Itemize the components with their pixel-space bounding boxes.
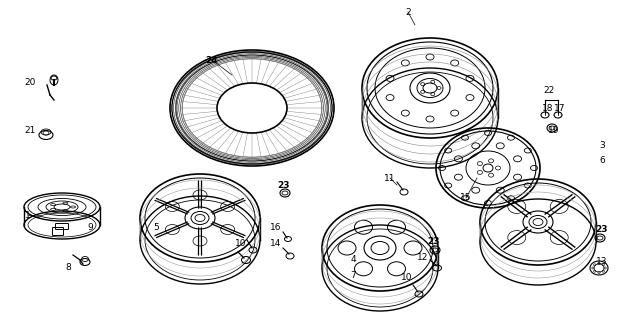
Text: 10: 10 <box>235 238 247 247</box>
Text: 1: 1 <box>25 211 31 220</box>
Text: 8: 8 <box>65 263 71 273</box>
Text: 20: 20 <box>24 77 36 86</box>
Ellipse shape <box>217 83 287 133</box>
Text: 14: 14 <box>270 239 282 249</box>
Text: 11: 11 <box>384 173 396 182</box>
Text: 19: 19 <box>548 125 560 134</box>
Text: 23: 23 <box>596 226 608 235</box>
Text: 5: 5 <box>153 223 159 233</box>
Text: 9: 9 <box>87 223 93 233</box>
Text: 4: 4 <box>350 255 356 265</box>
Text: 23: 23 <box>278 180 290 189</box>
Text: 24: 24 <box>206 55 218 65</box>
Text: 18: 18 <box>542 103 554 113</box>
Text: 13: 13 <box>596 258 608 267</box>
Text: 22: 22 <box>543 85 554 94</box>
Text: 16: 16 <box>270 223 282 233</box>
Text: 12: 12 <box>418 252 429 261</box>
Text: 17: 17 <box>554 103 566 113</box>
Text: 21: 21 <box>24 125 36 134</box>
Text: 3: 3 <box>599 140 605 149</box>
Text: 10: 10 <box>401 274 412 283</box>
Text: 23: 23 <box>428 237 440 246</box>
Text: 15: 15 <box>460 194 472 203</box>
Text: 2: 2 <box>405 7 411 17</box>
Text: 7: 7 <box>350 270 356 279</box>
Text: 6: 6 <box>599 156 605 164</box>
